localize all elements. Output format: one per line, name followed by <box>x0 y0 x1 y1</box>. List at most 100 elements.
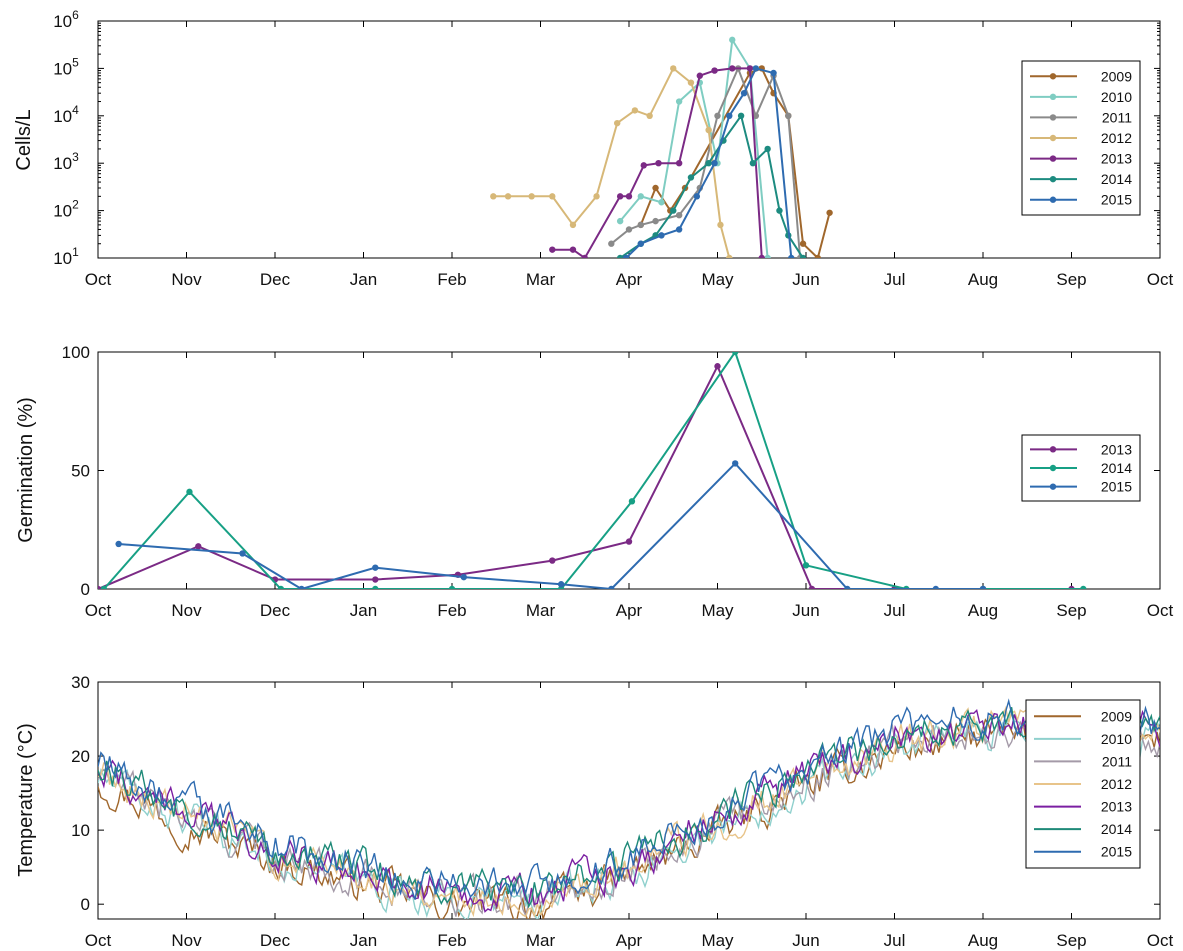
x-tick-label: Feb <box>437 270 466 289</box>
data-point <box>460 573 467 581</box>
series-2015 <box>115 460 987 589</box>
x-tick-label: May <box>701 601 734 620</box>
data-point <box>100 585 108 589</box>
x-tick-label: Sep <box>1056 931 1086 950</box>
data-point <box>844 585 851 589</box>
data-point <box>640 162 647 169</box>
series-line <box>98 712 1160 918</box>
data-point <box>239 550 246 557</box>
data-point <box>670 207 677 214</box>
data-point <box>616 193 624 200</box>
data-point <box>740 89 748 97</box>
data-point <box>788 254 795 258</box>
x-tick-label: Apr <box>616 931 643 950</box>
data-point <box>732 352 739 356</box>
x-tick-label: Jul <box>884 601 906 620</box>
x-tick-label: Feb <box>437 931 466 950</box>
data-point <box>932 585 939 589</box>
data-point <box>675 226 683 233</box>
data-point <box>749 160 757 167</box>
x-tick-label: Oct <box>85 931 112 950</box>
series-2013 <box>549 65 765 258</box>
x-tick-label: May <box>701 931 734 950</box>
data-point <box>711 67 718 74</box>
legend-marker <box>1049 196 1057 203</box>
x-tick-label: Jan <box>350 931 377 950</box>
legend-marker <box>1049 464 1057 472</box>
data-point <box>655 160 662 167</box>
chart-cells: Oct Nov Dec Jan Feb Mar Apr May Jun Jul Aug Sep Oct 1… <box>13 8 1173 289</box>
axes-box <box>97 20 1161 259</box>
data-point <box>557 581 565 588</box>
data-point <box>752 65 760 72</box>
data-point <box>732 460 739 467</box>
data-point <box>637 240 644 247</box>
data-point <box>646 112 653 120</box>
data-point <box>549 193 556 200</box>
data-point <box>616 217 624 225</box>
legend-marker <box>1049 175 1057 183</box>
y-axis-label: Temperature (°C) <box>15 723 37 877</box>
data-point <box>528 193 535 200</box>
y-tick-label: 105 <box>53 55 79 78</box>
legend-entry: 2011 <box>1102 109 1132 125</box>
data-point <box>979 585 987 589</box>
x-tick-label: Nov <box>171 931 202 950</box>
axes-box <box>97 351 1161 590</box>
series-2014 <box>98 706 1160 909</box>
data-point <box>593 193 600 200</box>
data-point <box>372 585 379 589</box>
x-tick-label: Oct <box>1147 270 1174 289</box>
data-point <box>622 254 630 258</box>
data-point <box>549 246 556 253</box>
series-line <box>98 709 1160 913</box>
legend: 2009 2010 2011 2012 2013 2014 2015 <box>1025 699 1141 869</box>
legend-marker <box>1049 114 1057 121</box>
data-point <box>186 488 193 496</box>
data-point <box>637 193 644 200</box>
data-point <box>637 221 644 229</box>
series-line <box>98 705 1160 918</box>
legend-entry: 2015 <box>1101 479 1132 495</box>
data-point <box>614 119 621 127</box>
y-tick-label: 100 <box>62 343 90 362</box>
data-point <box>693 193 701 200</box>
series-2009 <box>98 714 1160 919</box>
data-point <box>770 69 777 77</box>
y-tick-label: 20 <box>71 747 90 766</box>
data-point <box>616 254 624 258</box>
data-point <box>675 98 683 105</box>
chart-germination: Oct Nov Dec Jan Feb Mar Apr May Jun Jul Aug Sep Oct 0… <box>15 343 1173 620</box>
legend-marker <box>1049 93 1057 101</box>
x-tick-label: Jan <box>350 270 377 289</box>
data-point <box>808 585 816 589</box>
y-tick-label: 106 <box>53 8 79 31</box>
data-point <box>298 585 305 589</box>
data-point <box>714 363 721 370</box>
data-point <box>608 585 615 589</box>
y-tick-label: 10 <box>71 821 90 840</box>
data-point <box>658 232 665 239</box>
data-point <box>652 217 659 225</box>
y-tick-label: 50 <box>71 462 90 481</box>
data-point <box>705 126 712 134</box>
plot-area <box>98 698 1160 919</box>
x-tick-label: Jan <box>350 601 377 620</box>
data-point <box>658 199 665 206</box>
data-point <box>714 112 721 120</box>
legend-marker <box>1049 155 1057 162</box>
data-point <box>799 240 807 247</box>
series-line <box>118 461 983 589</box>
data-point <box>785 112 792 120</box>
x-tick-label: Jun <box>792 270 819 289</box>
x-tick-label: Oct <box>85 601 112 620</box>
legend-entry: 2013 <box>1101 441 1132 457</box>
legend-entry: 2015 <box>1101 844 1132 860</box>
legend-marker <box>1049 446 1057 453</box>
x-tick-label: Apr <box>616 270 643 289</box>
x-tick-label: Dec <box>260 601 291 620</box>
series-2010 <box>98 710 1160 919</box>
x-tick-label: Dec <box>260 270 291 289</box>
data-point <box>581 254 588 258</box>
